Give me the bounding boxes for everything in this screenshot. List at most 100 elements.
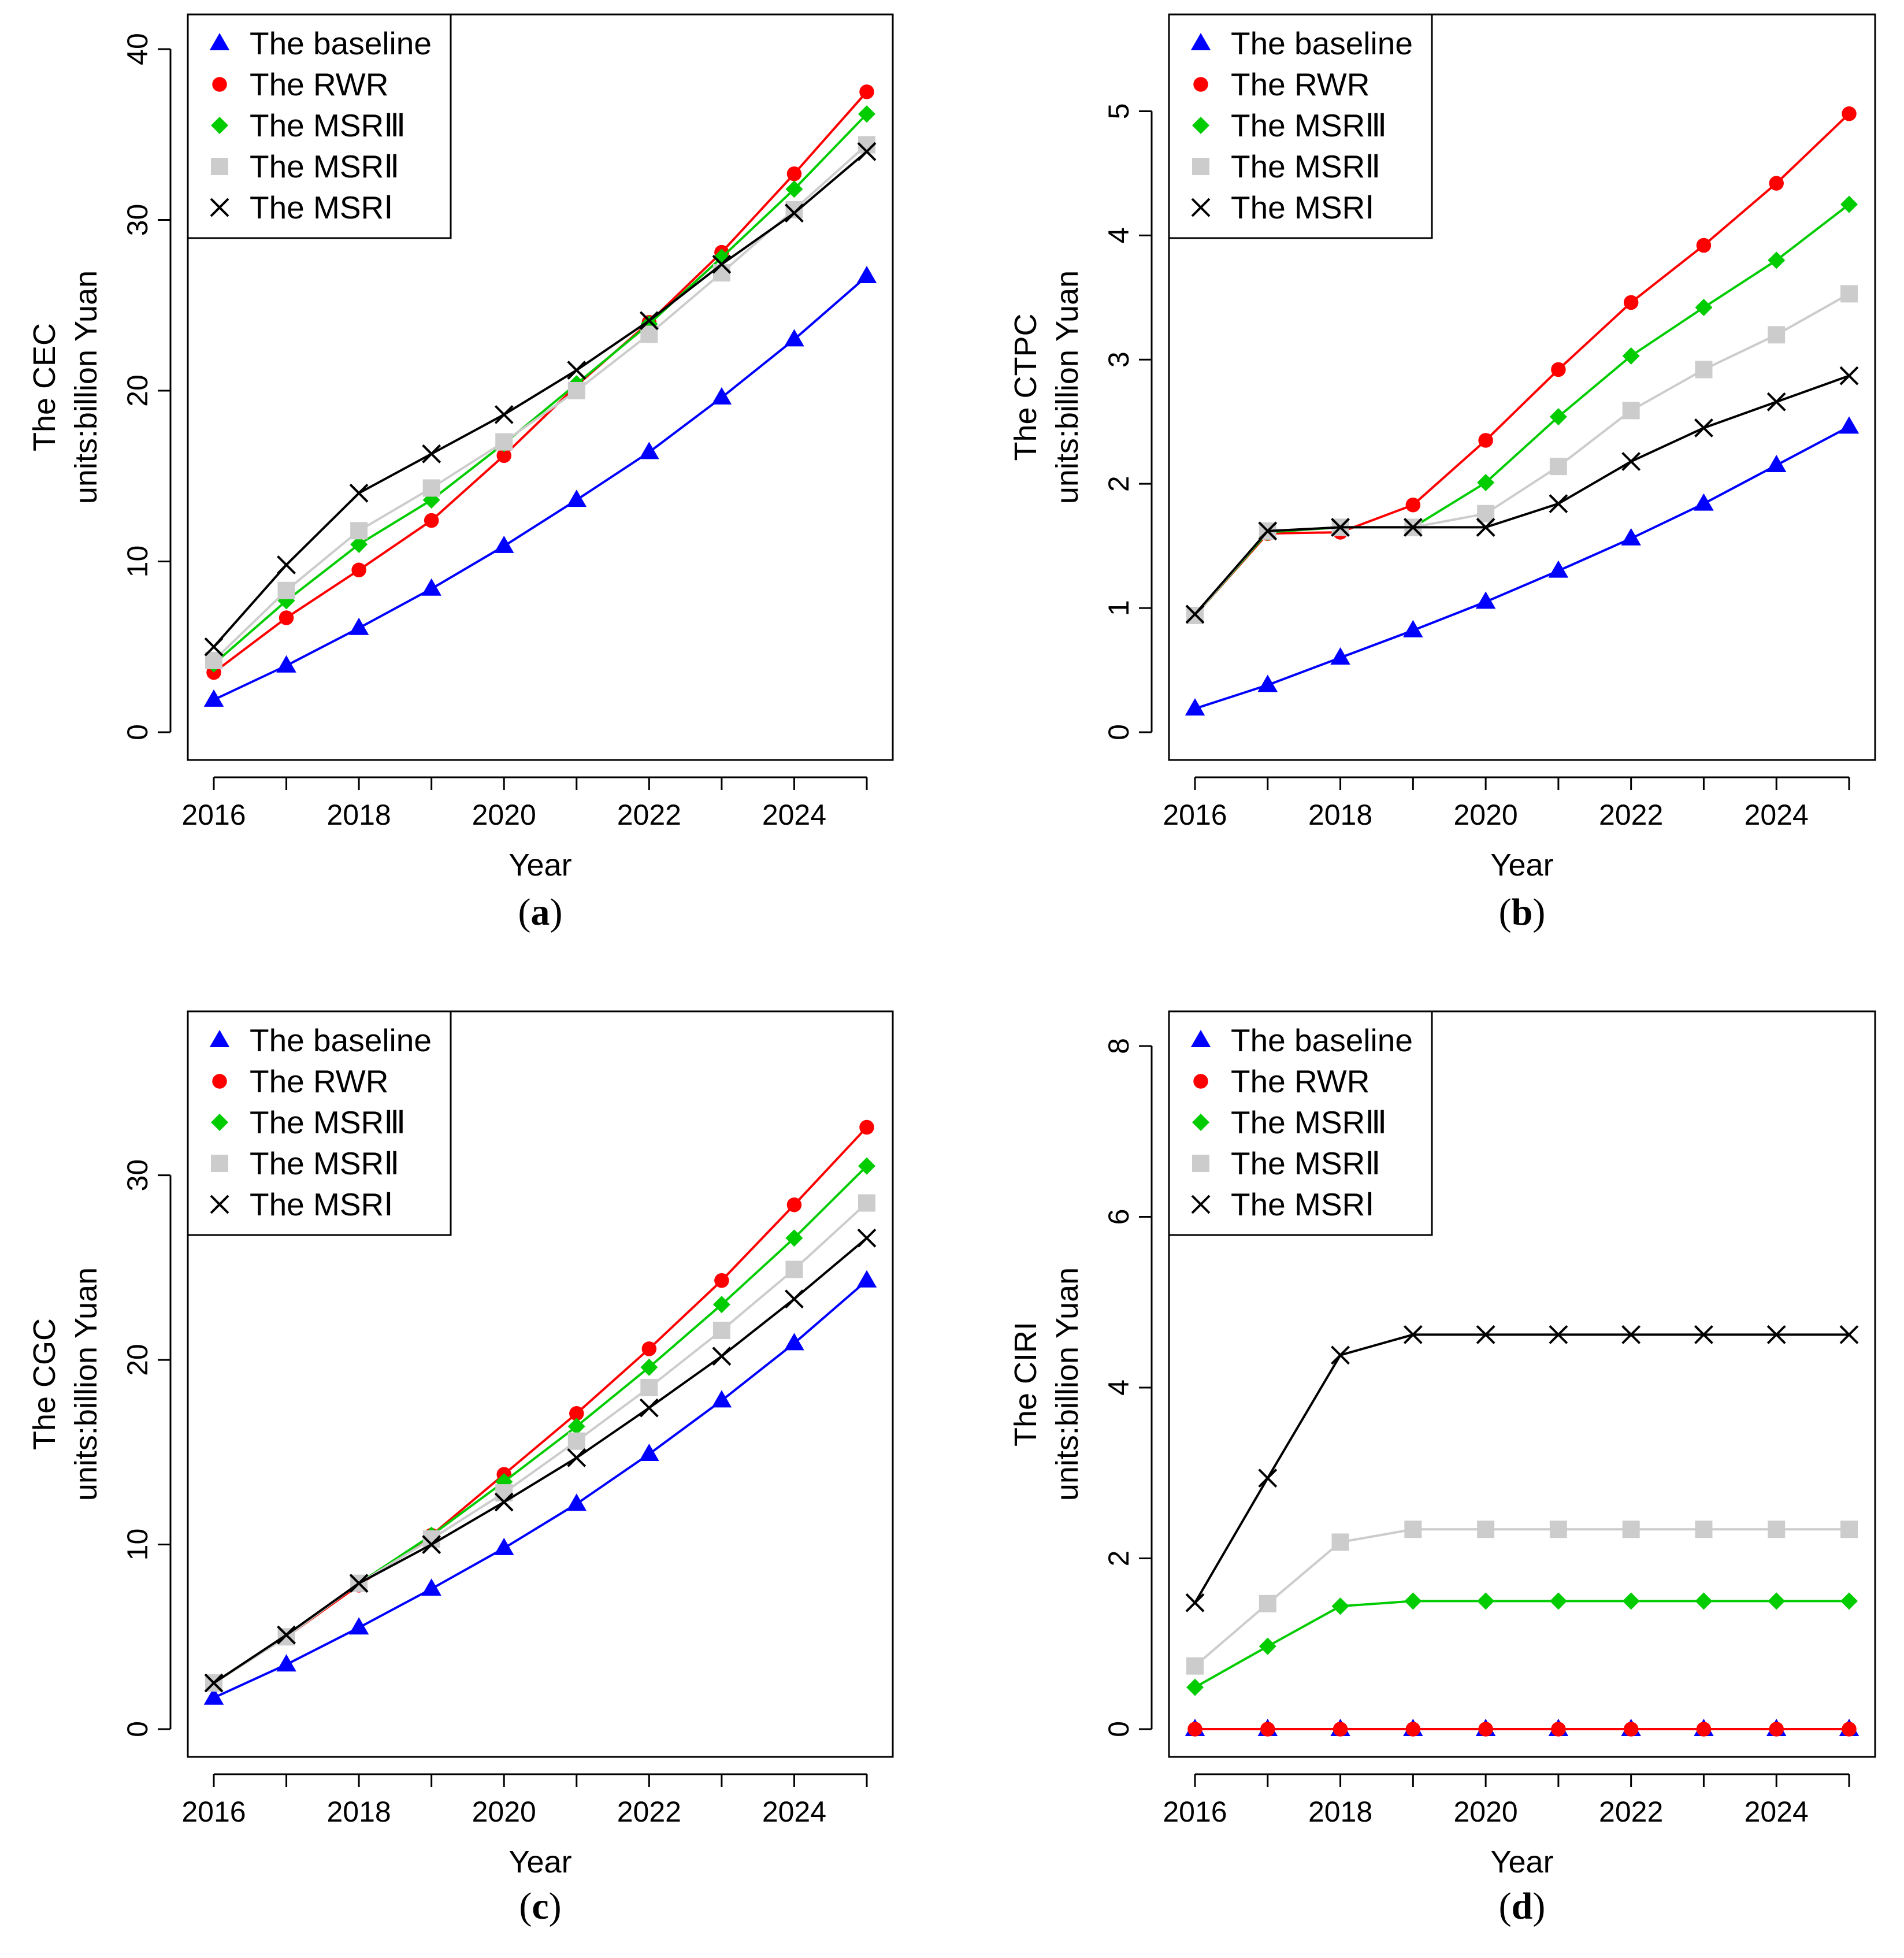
panel-c-legend: The baseline The RWR The MSRⅢ The MSRⅡ The M… [187,1010,452,1236]
panel-b-series-4-point [1695,361,1713,379]
panel-a-series-2-point [786,166,802,181]
panel-c-series-2-point [641,1341,657,1356]
panel-b-series-3-point [1768,251,1786,269]
panel-b-series-3-point [1622,347,1640,365]
panel-d-series-3-point [1186,1678,1204,1696]
panel-a-series-3-line [213,113,868,665]
panel-b-series-2-line [1194,113,1850,617]
panel-a-legend-marker [211,117,228,134]
panel-d-series-5-point [1403,1325,1423,1344]
panel-d-series-4-point [1840,1521,1858,1538]
panel-d-series-3 [1186,1592,1858,1696]
panel-d-legend-marker [1190,1030,1211,1047]
panel-b-plot-box [1168,13,1876,761]
panel-d-y-tick-label: 0 [1103,1721,1135,1737]
panel-d-legend-marker [1191,1195,1211,1214]
panel-d-series-4-point [1331,1533,1349,1551]
panel-a-series-2-point [279,610,294,625]
panel-a-series-1-point [493,535,514,553]
panel-d-series-5-point [1621,1325,1641,1344]
panel-c-series-3-point [785,1229,803,1247]
panel-d-y-tick-label: 4 [1103,1380,1135,1396]
panel-c-series-1-point [856,1270,877,1288]
panel-b-legend-label: The RWR [1231,66,1369,102]
panel-a: 2016 2018 2020 2022 2024 Year 0 10 20 30 40 The CEC… [27,13,894,933]
panel-b-y-tick-label: 0 [1103,724,1135,740]
panel-b-series-1-point [1475,591,1496,609]
panel-d-series-3-line [1194,1600,1849,1689]
panel-c-series-1 [203,1270,877,1705]
panel-b-series-1-point [1330,647,1350,665]
panel-a-series-4-point [712,264,730,282]
panel-d-series-2-point [1696,1722,1712,1737]
panel-d-series-4-point [1477,1521,1495,1538]
panel-a-series-5-point [639,311,659,331]
panel-d-series-5-point [1258,1468,1278,1488]
panel-a-legend-marker [210,198,229,217]
panel-d-plot-box [1168,1010,1876,1758]
panel-a-x-tick-label: 2016 [181,799,246,831]
panel-c-series-5-point [204,1673,224,1693]
panel-c-series-3-point [712,1296,730,1314]
panel-c-x-tick-label: 2016 [181,1796,246,1828]
panel-a-series-5-point [712,254,732,274]
panel-d-legend-label: The MSRⅡ [1231,1145,1380,1181]
panel-a-y-tick-label: 0 [121,724,154,740]
panel-d-y-tick-label: 8 [1103,1038,1135,1054]
panel-b-series-5 [1185,366,1859,624]
panel-b-series-1-point [1839,416,1860,434]
panel-a-series-4-point [205,651,222,669]
panel-c-series-5-point [712,1347,732,1366]
panel-d-caption: (d) [1499,1885,1546,1927]
panel-d-series-4-point [1768,1521,1786,1538]
panel-c-series-5 [204,1228,877,1693]
panel-d-series-3-point [1695,1592,1713,1610]
panel-a-legend-label: The MSRⅠ [250,190,394,225]
panel-d-series-5-point [1766,1325,1786,1344]
panel-d-series-2-point [1551,1722,1566,1737]
panel-a-series-4-point [640,325,658,343]
panel-b-series-5-point [1185,605,1205,624]
panel-c-series-2-point [786,1197,802,1212]
panel-a-series-4-point [567,382,585,399]
panel-a-series-4-point [422,479,440,497]
panel-b-series-2-point [1696,238,1712,253]
panel-c-legend-label: The MSRⅡ [250,1145,399,1181]
panel-c-legend-marker [212,1074,227,1089]
panel-d-legend-label: The RWR [1231,1063,1369,1099]
panel-d-series-3-point [1622,1592,1640,1610]
panel-b-legend-label: The MSRⅢ [1231,107,1387,143]
panel-c-series-4-point [785,1260,803,1278]
panel-a-legend-marker [209,33,230,50]
panel-d-x-tick-label: 2020 [1453,1796,1517,1828]
panel-a-series-2-point [496,448,511,463]
panel-b-series-1-point [1185,698,1205,716]
panel-c-series-1-point [421,1578,441,1596]
panel-d-series-4-point [1186,1657,1204,1675]
panel-d-legend-marker [1192,1155,1209,1172]
panel-d-series-5-point [1476,1325,1495,1344]
panel-b-y-tick-label: 3 [1103,351,1135,368]
panel-b-x-tick-label: 2018 [1308,799,1372,831]
panel-d-series-5 [1185,1325,1859,1612]
panel-d-series-4 [1186,1521,1858,1675]
panel-c-series-1-line [213,1280,868,1699]
panel-d-x-tick-label: 2024 [1745,1796,1809,1828]
panel-d-series-2-point [1842,1722,1857,1737]
panel-a-y-tick-label: 30 [121,204,154,236]
panel-b-series-1-line [1194,425,1850,710]
panel-d-x-tick-label: 2016 [1163,1796,1227,1828]
panel-c-x-tick-label: 2020 [472,1796,536,1828]
panel-c-series-1-point [276,1654,296,1672]
panel-a-series-1 [203,266,877,707]
panel-b-y-axis-label-line1: The CTPC [1008,313,1043,461]
panel-d-series-4-point [1259,1594,1276,1612]
panel-a-series-5-point [785,203,804,223]
panel-c-series-2-point [569,1406,584,1421]
panel-a-series-5-point [857,142,877,161]
panel-a-legend-label: The baseline [250,25,432,61]
panel-c-y-tick-label: 20 [121,1344,154,1376]
panel-d-series-5-point [1839,1325,1859,1344]
